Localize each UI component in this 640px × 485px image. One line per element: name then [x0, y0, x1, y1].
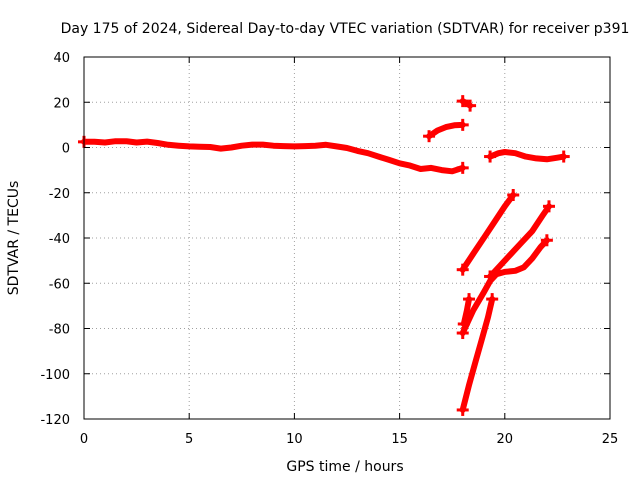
- x-tick-label: 5: [185, 432, 193, 447]
- y-axis-label: SDTVAR / TECUs: [6, 181, 22, 296]
- y-tick-label: -120: [40, 413, 70, 428]
- data-series: [456, 293, 499, 416]
- y-tick-label: -80: [49, 323, 70, 338]
- series-line: [487, 149, 567, 163]
- data-series: [456, 234, 553, 340]
- series-line: [459, 296, 496, 413]
- y-tick-label: -40: [49, 232, 70, 247]
- data-series: [456, 95, 477, 112]
- y-tick-label: 20: [53, 96, 70, 111]
- chart-title: Day 175 of 2024, Sidereal Day-to-day VTE…: [61, 21, 630, 37]
- x-tick-label: 20: [497, 432, 514, 447]
- y-tick-label: -60: [49, 277, 70, 292]
- series-line: [459, 237, 550, 336]
- data-series: [456, 189, 520, 276]
- x-tick-label: 25: [602, 432, 619, 447]
- y-tick-label: -20: [49, 187, 70, 202]
- data-series: [423, 118, 469, 143]
- x-axis-label: GPS time / hours: [286, 459, 403, 475]
- x-tick-label: 10: [286, 432, 303, 447]
- series-line: [81, 138, 466, 175]
- y-tick-label: -100: [40, 368, 70, 383]
- x-tick-label: 0: [80, 432, 88, 447]
- series-line: [459, 192, 517, 273]
- data-series: [484, 200, 555, 283]
- tick-layer: [83, 56, 611, 420]
- data-series: [484, 149, 570, 163]
- x-tick-label: 15: [391, 432, 408, 447]
- data-layer: [78, 95, 570, 416]
- grid-layer: [84, 57, 610, 419]
- y-tick-label: 40: [53, 51, 70, 66]
- y-tick-label: 0: [62, 142, 70, 157]
- series-line: [487, 203, 552, 280]
- label-layer: 0 5 10 15 20 25 40 20 0 -20 -40 -60 -80 -100 -120: [40, 51, 618, 447]
